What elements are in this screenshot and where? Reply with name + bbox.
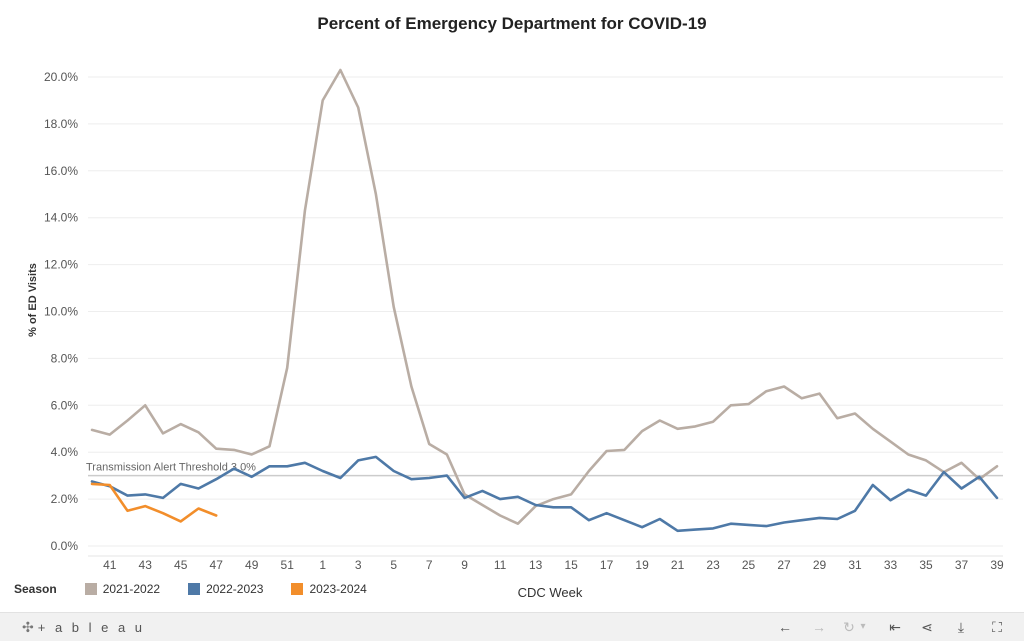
threshold-label: Transmission Alert Threshold 3.0% xyxy=(86,462,256,474)
legend-label: 2023-2024 xyxy=(309,582,367,596)
fullscreen-button[interactable]: ⛶ xyxy=(984,617,1010,637)
x-tick-label: 3 xyxy=(355,558,362,572)
x-axis-ticks: 41 43 45 47 49 51 1 3 5 7 9 11 13 15 17 19 21 23 25 27 29 31 3… xyxy=(103,558,1004,572)
x-tick-label: 17 xyxy=(600,558,614,572)
legend-item-2022-2023[interactable]: 2022-2023 xyxy=(188,582,263,596)
x-tick-label: 41 xyxy=(103,558,117,572)
legend-swatch xyxy=(188,583,201,595)
y-axis-ticks: 0.0% 2.0% 4.0% 6.0% 8.0% 10.0% 12.0% 14.0% 16.0%… xyxy=(44,70,78,553)
tableau-logo[interactable]: ✣ + a b l e a u xyxy=(22,619,145,636)
fullscreen-icon: ⛶ xyxy=(992,619,1002,635)
reset-button[interactable]: ⇤ xyxy=(882,617,908,637)
threshold-group: Transmission Alert Threshold 3.0% xyxy=(86,462,1003,477)
legend-swatch xyxy=(84,583,97,595)
y-tick-label: 18.0% xyxy=(44,117,78,131)
legend-label: 2021-2022 xyxy=(102,582,161,596)
x-tick-label: 31 xyxy=(848,558,862,572)
revert-button[interactable]: ↻ xyxy=(836,617,862,637)
x-tick-label: 25 xyxy=(742,558,756,572)
x-tick-label: 9 xyxy=(461,558,468,572)
x-tick-label: 15 xyxy=(564,558,578,572)
x-tick-label: 19 xyxy=(635,558,649,572)
tableau-toolbar: ✣ + a b l e a u ← → ↻ ▾ ⇤ ⋖ ⤓ ⛶ xyxy=(0,612,1024,641)
x-tick-label: 47 xyxy=(210,558,224,572)
y-tick-label: 20.0% xyxy=(44,70,78,84)
legend-title: Season xyxy=(14,582,57,596)
y-tick-label: 0.0% xyxy=(51,539,79,553)
x-tick-label: 23 xyxy=(706,558,720,572)
redo-icon: → xyxy=(812,619,826,635)
x-tick-label: 29 xyxy=(813,558,827,572)
x-tick-label: 37 xyxy=(955,558,969,572)
x-tick-label: 43 xyxy=(139,558,153,572)
chart-title: Percent of Emergency Department for COVI… xyxy=(317,14,707,33)
y-tick-label: 4.0% xyxy=(51,445,79,459)
revert-icon: ↻ xyxy=(843,619,855,635)
chart-plot-area: Transmission Alert Threshold 3.0% 0.0% 2.… xyxy=(27,68,1004,600)
x-axis-title: CDC Week xyxy=(518,585,583,600)
tableau-logo-icon: ✣ xyxy=(22,619,34,635)
series-line-2022-2023[interactable] xyxy=(90,455,999,533)
x-tick-label: 39 xyxy=(990,558,1004,572)
legend-item-2021-2022[interactable]: 2021-2022 xyxy=(84,582,161,596)
x-tick-label: 35 xyxy=(919,558,933,572)
share-icon: ⋖ xyxy=(921,619,933,635)
reset-icon: ⇤ xyxy=(889,619,901,635)
undo-button[interactable]: ← xyxy=(772,617,798,637)
y-tick-label: 12.0% xyxy=(44,258,78,272)
share-button[interactable]: ⋖ xyxy=(914,617,940,637)
download-icon: ⤓ xyxy=(957,619,965,635)
undo-icon: ← xyxy=(778,619,792,635)
y-tick-label: 2.0% xyxy=(51,492,79,506)
legend: Season 2021-2022 2022-2023 2023-2024 xyxy=(14,582,395,596)
y-tick-label: 8.0% xyxy=(51,351,79,365)
download-button[interactable]: ⤓ xyxy=(948,617,974,637)
legend-label: 2022-2023 xyxy=(206,582,264,596)
x-tick-label: 5 xyxy=(390,558,397,572)
tableau-logo-text: + a b l e a u xyxy=(37,620,146,635)
x-tick-label: 13 xyxy=(529,558,543,572)
x-tick-label: 51 xyxy=(281,558,295,572)
revert-menu-button[interactable]: ▾ xyxy=(856,617,870,637)
x-tick-label: 27 xyxy=(777,558,791,572)
x-tick-label: 33 xyxy=(884,558,898,572)
grid-lines xyxy=(88,76,1003,557)
x-tick-label: 11 xyxy=(494,558,507,572)
x-tick-label: 49 xyxy=(245,558,259,572)
series-line-2021-2022[interactable] xyxy=(90,68,999,526)
x-tick-label: 7 xyxy=(426,558,433,572)
x-tick-label: 45 xyxy=(174,558,188,572)
revert-menu-icon: ▾ xyxy=(860,621,866,632)
y-tick-label: 14.0% xyxy=(44,211,78,225)
x-tick-label: 1 xyxy=(319,558,326,572)
redo-button[interactable]: → xyxy=(806,617,832,637)
legend-item-2023-2024[interactable]: 2023-2024 xyxy=(291,582,367,596)
y-axis-title: % of ED Visits xyxy=(27,263,39,337)
series-group xyxy=(90,68,999,533)
series-line-2023-2024[interactable] xyxy=(90,482,218,523)
x-tick-label: 21 xyxy=(671,558,685,572)
y-tick-label: 10.0% xyxy=(44,305,78,319)
y-tick-label: 16.0% xyxy=(44,164,78,178)
legend-swatch xyxy=(291,583,304,595)
y-tick-label: 6.0% xyxy=(51,398,79,412)
